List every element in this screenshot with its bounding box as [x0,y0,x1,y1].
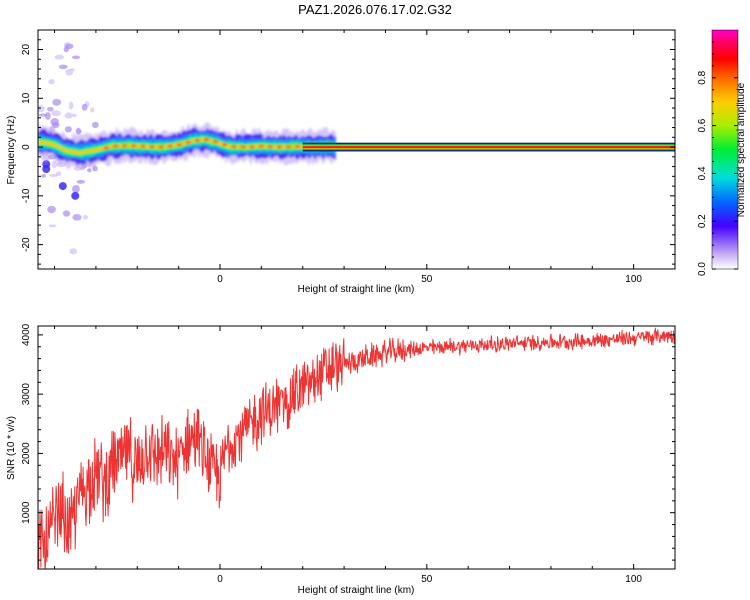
spectrogram-spot [75,127,81,135]
spectrogram-spot [71,191,80,200]
spectrogram-spot [51,110,61,117]
snr-y-tick-label: 1000 [21,501,32,524]
spectrogram-spot [64,126,72,133]
spectrogram-spot [71,55,81,60]
spectrogram-spot [69,68,76,72]
snr-x-axis-label: Height of straight line (km) [298,585,415,596]
spectrogram-spot [50,118,59,126]
spectrogram-spot [48,224,57,228]
spectrogram-spot [81,103,88,111]
chart-title: PAZ1.2026.076.17.02.G32 [298,2,452,17]
spectrogram-spot [47,205,56,214]
spectrogram-spot [51,161,57,169]
snr-y-tick-label: 4000 [21,323,32,346]
spectrogram-spot [58,64,68,70]
spectrogram-steady-band [302,142,675,152]
spectrogram-spot [72,184,80,193]
spectrogram-spot [72,214,82,221]
spectrogram-y-tick-label: -10 [21,188,32,203]
spectrogram-spot [91,121,99,129]
spectrogram-spot [71,113,77,118]
spectrogram-y-tick-label: 0 [21,144,32,150]
spectrogram-spot [69,248,78,255]
colorbar-gradient [711,29,739,270]
snr-ticks: 0 50 100 1000 2000 3000 4000 [21,323,676,585]
spectrogram-spot [76,179,86,184]
spectrogram-steady-band-layer-4 [302,146,675,148]
spectrogram-spot [65,43,74,50]
spectrogram-x-axis-label: Height of straight line (km) [298,284,415,295]
spectrogram-ridge [38,122,336,171]
colorbar-label: Normalized spectral amplitude [736,82,747,217]
spectrogram-spot [58,182,67,191]
snr-x-tick-label: 100 [625,574,642,585]
spectrogram-ridge-layer-2 [38,131,336,161]
snr-y-tick-label: 2000 [21,442,32,465]
spectrogram-y-tick-label: 20 [21,44,32,56]
snr-x-tick-label: 50 [421,574,433,585]
spectrogram-spot [38,113,48,117]
spectrogram-spot [87,168,92,173]
spectrogram-x-tick-label: 50 [421,274,433,285]
spectrogram-frame [37,29,676,270]
colorbar-tick-label: 0.4 [697,166,708,180]
spectrogram-spot [90,107,95,113]
snr-y-tick-label: 3000 [21,383,32,406]
spectrogram-spot [62,210,71,217]
spectrogram-marks [38,42,675,255]
spectrogram-panel: 0 50 100 -20 -10 0 10 20 Height of straight lin… [6,29,676,295]
snr-y-axis-label: SNR (10 * v/v) [6,416,17,480]
spectrogram-spot [47,106,54,112]
colorbar-tick-label: 0.8 [697,70,708,84]
spectrogram-y-tick-label: 10 [21,92,32,104]
spectrogram-x-tick-label: 0 [217,274,223,285]
colorbar-tick-label: 0.2 [697,214,708,228]
spectrogram-y-tick-label: -20 [21,237,32,252]
spectrogram-spot [48,79,55,85]
spectrogram-spot [49,173,59,178]
snr-plot-area [38,326,675,569]
spectrogram-spot [41,174,46,178]
colorbar: 0.0 0.2 0.4 0.6 0.8 Normalized spectral ampl… [697,29,747,276]
spectrogram-spot [52,98,62,106]
colorbar-ticks: 0.0 0.2 0.4 0.6 0.8 [697,41,738,276]
spectrogram-spot [68,101,74,110]
snr-frame [37,325,676,570]
spectrogram-spot [42,165,51,174]
spectrogram-x-tick-label: 100 [625,274,642,285]
spectrogram-spot [54,54,64,60]
spectrogram-spot [45,112,51,120]
spectrogram-spot [82,215,88,220]
spectrogram-ridge-layer-5 [38,137,336,155]
spectrogram-spot [64,112,73,119]
spectrogram-y-axis-label: Frequency (Hz) [6,116,17,185]
snr-panel: 0 50 100 1000 2000 3000 4000 Height of straigh… [6,323,676,596]
spectrogram-spot [38,105,45,113]
snr-series-line [38,327,675,569]
colorbar-tick-label: 0.6 [697,118,708,132]
spectrogram-ticks: 0 50 100 -20 -10 0 10 20 [21,29,676,285]
colorbar-tick-label: 0.0 [697,262,708,276]
snr-x-tick-label: 0 [217,574,223,585]
